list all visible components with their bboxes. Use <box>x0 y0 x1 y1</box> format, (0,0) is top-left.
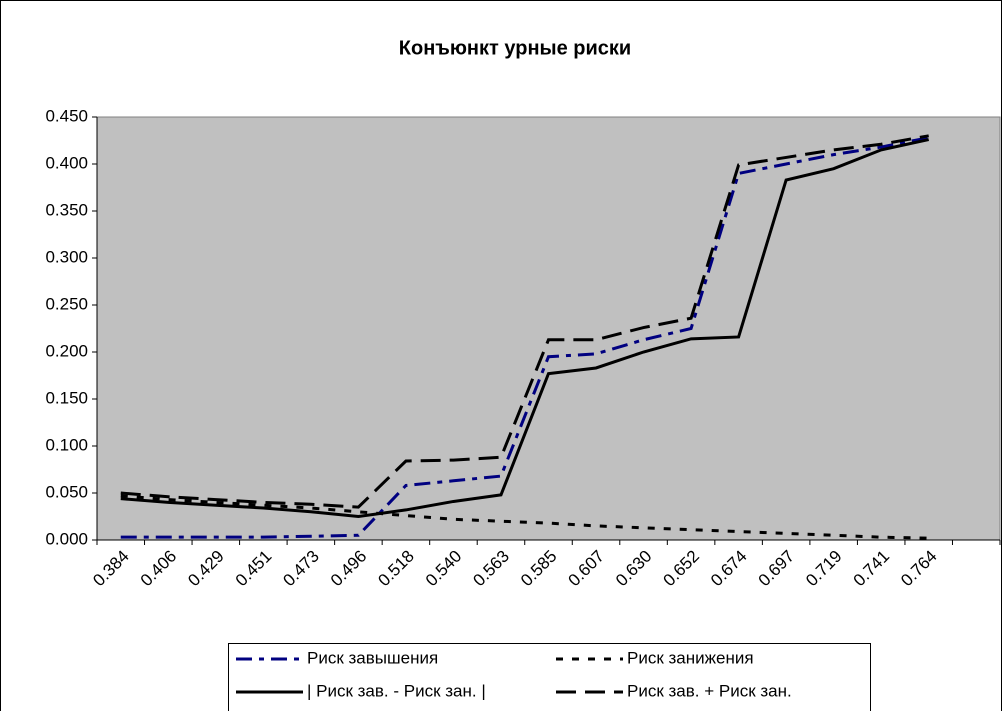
plot-area <box>96 116 1001 541</box>
series-line <box>120 494 929 540</box>
y-tick-label: 0.050 <box>45 482 88 501</box>
y-tick-label: 0.300 <box>45 247 88 266</box>
series-line <box>120 138 930 519</box>
y-tick-label: 0.450 <box>45 106 88 125</box>
y-tick-label: 0.350 <box>45 200 88 219</box>
legend-label: Риск занижения <box>627 648 754 667</box>
chart-title: Конъюнкт урные риски <box>399 37 631 59</box>
y-tick-label: 0.200 <box>45 341 88 360</box>
legend-box <box>228 643 871 711</box>
legend-label: Риск завышения <box>307 648 438 667</box>
y-tick-label: 0.400 <box>45 153 88 172</box>
y-tick-label: 0.150 <box>45 388 88 407</box>
y-tick-label: 0.250 <box>45 294 88 313</box>
series-line <box>120 136 930 539</box>
y-tick-label: 0.100 <box>45 435 88 454</box>
series-line <box>120 134 929 509</box>
legend-label: Риск зав. + Риск зан. <box>627 681 792 700</box>
legend-label: | Риск зав. - Риск зан. | <box>307 681 486 700</box>
y-tick-label: 0.000 <box>45 529 88 548</box>
